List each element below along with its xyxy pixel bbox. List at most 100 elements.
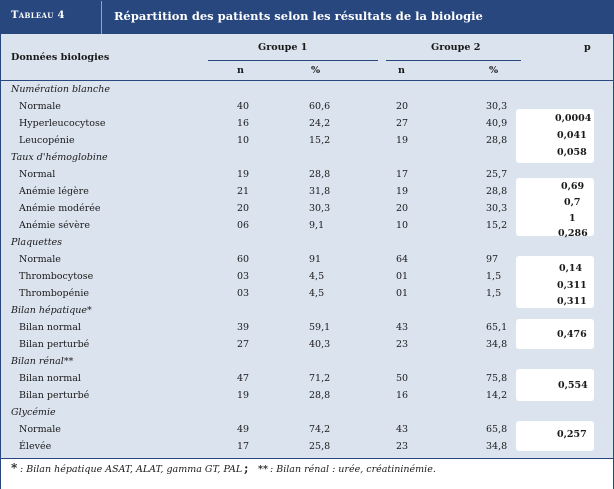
subheader-pct-group2: % [489, 65, 499, 76]
cell-pct1: 31,8 [309, 186, 331, 197]
cell-pct2: 25,7 [486, 169, 508, 180]
p-value: 0,7 [564, 197, 581, 208]
table-row: Leucopénie 10 15,2 19 28,8 [1, 132, 613, 149]
footnote-marker: ** [258, 464, 268, 475]
cell-pct1: 30,3 [309, 203, 331, 214]
row-label: Hyperleucocytose [19, 118, 106, 129]
group1-underline [208, 60, 378, 61]
table-row: Normale 40 60,6 20 30,3 [1, 98, 613, 115]
p-value-box [516, 369, 594, 401]
cell-n2: 64 [396, 254, 409, 265]
cell-n1: 19 [237, 390, 250, 401]
row-label: Normale [19, 101, 61, 112]
cell-pct2: 1,5 [486, 288, 502, 299]
row-label: Normale [19, 254, 61, 265]
column-header-label: Données biologies [11, 52, 110, 63]
cell-n1: 27 [237, 339, 250, 350]
cell-pct1: 74,2 [309, 424, 331, 435]
table-row: Bilan perturbé 27 40,3 23 34,8 [1, 336, 613, 353]
section-row: Plaquettes [1, 234, 613, 251]
cell-pct2: 14,2 [486, 390, 508, 401]
column-header-group1: Groupe 1 [258, 42, 308, 53]
table-title: Répartition des patients selon les résul… [114, 9, 483, 23]
cell-n1: 06 [237, 220, 250, 231]
row-label: Élevée [19, 441, 52, 452]
table-row: Bilan normal 47 71,2 50 75,8 [1, 370, 613, 387]
cell-n2: 19 [396, 135, 409, 146]
table-row: Thrombocytose 03 4,5 01 1,5 [1, 268, 613, 285]
row-label: Anémie légère [19, 186, 89, 197]
table-row: Élevée 17 25,8 23 34,8 [1, 438, 613, 455]
cell-n1: 47 [237, 373, 250, 384]
section-label: Taux d'hémoglobine [11, 152, 108, 163]
cell-pct1: 15,2 [309, 135, 331, 146]
cell-n1: 49 [237, 424, 250, 435]
cell-n2: 20 [396, 203, 409, 214]
cell-n2: 43 [396, 424, 409, 435]
cell-n2: 20 [396, 101, 409, 112]
cell-n1: 16 [237, 118, 250, 129]
group2-underline [386, 60, 521, 61]
section-row: Taux d'hémoglobine [1, 149, 613, 166]
cell-pct1: 9,1 [309, 220, 325, 231]
row-label: Bilan normal [19, 322, 81, 333]
title-bar: Tableau 4 Répartition des patients selon… [1, 1, 613, 34]
section-label: Bilan hépatique* [11, 305, 92, 316]
cell-pct1: 59,1 [309, 322, 331, 333]
cell-pct1: 71,2 [309, 373, 331, 384]
p-value: 0,554 [558, 380, 588, 391]
cell-n2: 17 [396, 169, 409, 180]
p-value: 0,476 [557, 329, 587, 340]
cell-pct1: 91 [309, 254, 322, 265]
table-body-background [1, 81, 613, 458]
table-row: Normale 60 91 64 97 [1, 251, 613, 268]
cell-pct2: 34,8 [486, 441, 508, 452]
cell-n1: 03 [237, 271, 250, 282]
row-label: Anémie sévère [19, 220, 90, 231]
table-label: Tableau 4 [11, 10, 65, 21]
column-header-p: p [584, 42, 591, 53]
row-label: Bilan normal [19, 373, 81, 384]
subheader-pct-group1: % [311, 65, 321, 76]
cell-n1: 20 [237, 203, 250, 214]
table-header [1, 34, 613, 81]
cell-n2: 19 [396, 186, 409, 197]
cell-n1: 10 [237, 135, 250, 146]
cell-n1: 03 [237, 288, 250, 299]
row-label: Normal [19, 169, 56, 180]
cell-pct1: 25,8 [309, 441, 331, 452]
table-row: Bilan perturbé 19 28,8 16 14,2 [1, 387, 613, 404]
footnote: * : Bilan hépatique ASAT, ALAT, gamma GT… [1, 458, 613, 489]
p-value: 0,311 [557, 280, 587, 291]
cell-pct2: 97 [486, 254, 499, 265]
p-value: 0,14 [559, 263, 583, 274]
table-row: Anémie sévère 06 9,1 10 15,2 [1, 217, 613, 234]
footnote-separator: ; [244, 461, 249, 475]
row-label: Bilan perturbé [19, 390, 90, 401]
cell-n1: 17 [237, 441, 250, 452]
p-value: 0,257 [557, 429, 587, 440]
cell-pct2: 15,2 [486, 220, 508, 231]
footnote-marker: * [11, 461, 18, 475]
cell-pct2: 34,8 [486, 339, 508, 350]
footnote-text: : Bilan rénal : urée, créatininémie. [270, 464, 436, 475]
section-label: Glycémie [11, 407, 56, 418]
cell-pct2: 75,8 [486, 373, 508, 384]
p-value: 0,058 [557, 147, 587, 158]
p-value: 0,041 [557, 130, 587, 141]
cell-pct1: 28,8 [309, 169, 331, 180]
cell-n2: 01 [396, 271, 409, 282]
cell-pct2: 30,3 [486, 203, 508, 214]
cell-n2: 01 [396, 288, 409, 299]
p-value-box [516, 109, 594, 163]
cell-n1: 39 [237, 322, 250, 333]
table-row: Normale 49 74,2 43 65,8 [1, 421, 613, 438]
cell-n2: 16 [396, 390, 409, 401]
cell-pct2: 65,1 [486, 322, 508, 333]
section-label: Plaquettes [11, 237, 63, 248]
table-row: Thrombopénie 03 4,5 01 1,5 [1, 285, 613, 302]
title-separator [101, 1, 102, 34]
row-label: Thrombocytose [19, 271, 94, 282]
table-row: Hyperleucocytose 16 24,2 27 40,9 [1, 115, 613, 132]
